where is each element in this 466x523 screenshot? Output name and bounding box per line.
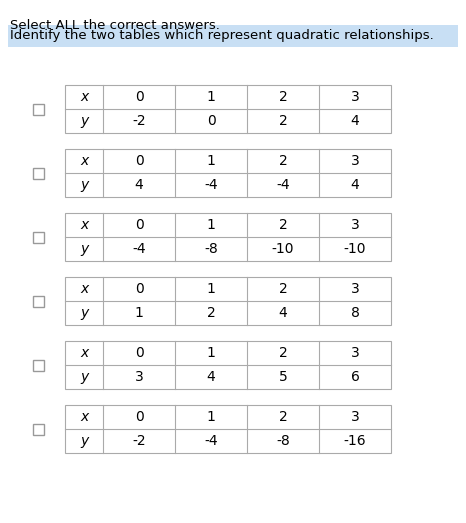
Text: 3: 3	[350, 218, 359, 232]
Text: 3: 3	[350, 154, 359, 168]
Bar	[33, 295, 43, 306]
Text: 5: 5	[279, 370, 288, 384]
Text: -2: -2	[132, 434, 146, 448]
Text: x: x	[80, 90, 88, 104]
Text: 1: 1	[206, 410, 215, 424]
Text: 3: 3	[350, 90, 359, 104]
Text: y: y	[80, 242, 88, 256]
Text: -4: -4	[204, 434, 218, 448]
Text: 2: 2	[279, 114, 288, 128]
Text: -10: -10	[272, 242, 294, 256]
Bar	[65, 213, 391, 261]
Text: 1: 1	[206, 346, 215, 360]
Text: -8: -8	[276, 434, 290, 448]
Text: 4: 4	[350, 114, 359, 128]
Text: 0: 0	[135, 410, 144, 424]
Text: 2: 2	[279, 90, 288, 104]
Text: 0: 0	[135, 282, 144, 296]
Text: x: x	[80, 218, 88, 232]
Text: 2: 2	[206, 306, 215, 320]
Bar	[33, 359, 43, 370]
Text: 2: 2	[279, 346, 288, 360]
Text: x: x	[80, 410, 88, 424]
Text: x: x	[80, 282, 88, 296]
Text: x: x	[80, 346, 88, 360]
Bar	[65, 85, 391, 133]
Text: y: y	[80, 178, 88, 192]
Bar	[65, 149, 391, 197]
Text: 4: 4	[279, 306, 288, 320]
Text: 0: 0	[135, 346, 144, 360]
Text: y: y	[80, 434, 88, 448]
Text: -16: -16	[344, 434, 366, 448]
Text: 0: 0	[206, 114, 215, 128]
Text: 3: 3	[135, 370, 144, 384]
Text: 4: 4	[206, 370, 215, 384]
Text: -4: -4	[132, 242, 146, 256]
Text: 8: 8	[350, 306, 359, 320]
Text: Select ALL the correct answers.: Select ALL the correct answers.	[10, 19, 220, 32]
Text: y: y	[80, 114, 88, 128]
Text: 2: 2	[279, 282, 288, 296]
Text: 6: 6	[350, 370, 359, 384]
Text: 0: 0	[135, 218, 144, 232]
Text: y: y	[80, 370, 88, 384]
Text: x: x	[80, 154, 88, 168]
Bar	[65, 405, 391, 453]
Text: 2: 2	[279, 154, 288, 168]
Text: 0: 0	[135, 154, 144, 168]
Bar	[33, 424, 43, 435]
Text: 4: 4	[135, 178, 144, 192]
Text: -10: -10	[344, 242, 366, 256]
Text: 2: 2	[279, 218, 288, 232]
Text: 2: 2	[279, 410, 288, 424]
Text: 1: 1	[206, 90, 215, 104]
Bar	[33, 232, 43, 243]
Text: 1: 1	[206, 218, 215, 232]
Text: 1: 1	[206, 154, 215, 168]
Text: 1: 1	[135, 306, 144, 320]
Text: 1: 1	[206, 282, 215, 296]
Text: 3: 3	[350, 282, 359, 296]
Bar	[65, 277, 391, 325]
Bar	[8, 25, 458, 47]
Text: -2: -2	[132, 114, 146, 128]
Text: 3: 3	[350, 346, 359, 360]
Bar	[33, 104, 43, 115]
Text: -8: -8	[204, 242, 218, 256]
Text: y: y	[80, 306, 88, 320]
Text: 0: 0	[135, 90, 144, 104]
Text: 4: 4	[350, 178, 359, 192]
Text: -4: -4	[204, 178, 218, 192]
Bar	[33, 167, 43, 178]
Text: 3: 3	[350, 410, 359, 424]
Text: -4: -4	[276, 178, 290, 192]
Bar	[65, 341, 391, 389]
Text: Identify the two tables which represent quadratic relationships.: Identify the two tables which represent …	[10, 29, 434, 42]
